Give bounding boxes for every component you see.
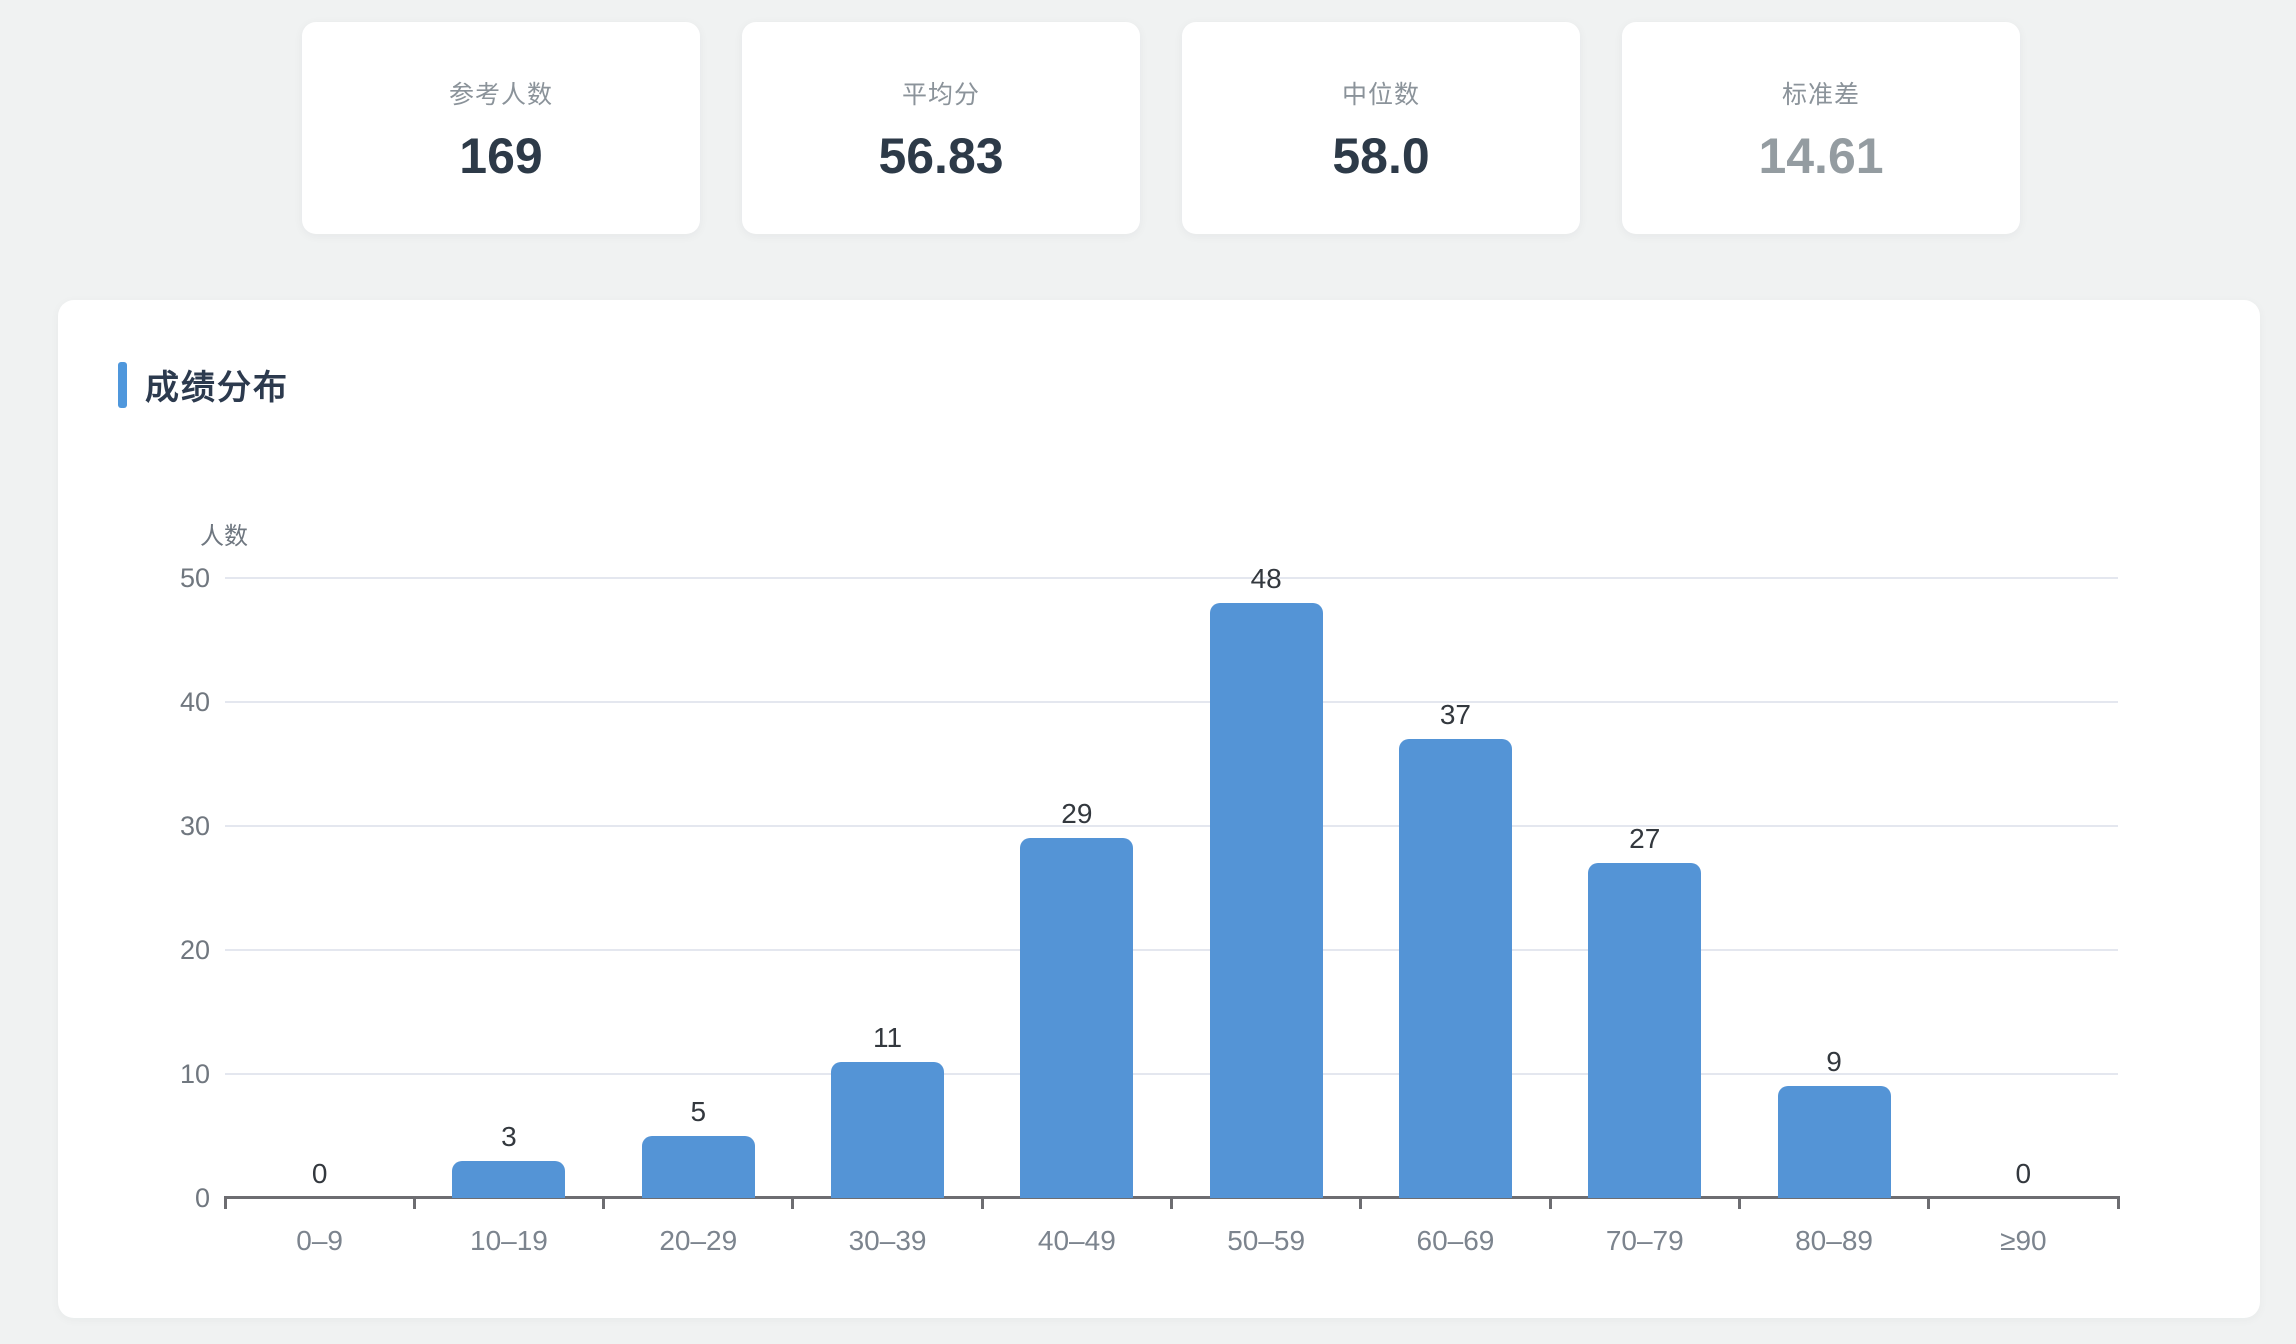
bar-30–39[interactable]: [831, 1061, 945, 1198]
gridline: [225, 1073, 2118, 1075]
bar-80–89[interactable]: [1777, 1086, 1891, 1198]
bar-value-label: 37: [1439, 699, 1472, 731]
x-axis-tick: [223, 1196, 227, 1209]
stat-card-value: 169: [459, 128, 543, 184]
stat-card: 中位数 58.0: [1182, 22, 1580, 234]
stat-card-value: 56.83: [878, 128, 1004, 184]
x-axis-tick: [1737, 1196, 1741, 1209]
x-axis-tick: [602, 1196, 606, 1209]
y-tick-label: 10: [179, 1059, 210, 1089]
stat-card-label: 平均分: [901, 81, 980, 109]
stat-card-value: 14.61: [1758, 128, 1884, 184]
stat-card-label: 中位数: [1341, 81, 1420, 109]
x-axis-tick: [1170, 1196, 1173, 1209]
y-tick-label: 20: [179, 935, 210, 965]
y-tick-label: 30: [179, 811, 210, 841]
x-axis-tick: [2116, 1196, 2120, 1209]
bar-50–59[interactable]: [1209, 602, 1323, 1198]
bar-value-label: 0: [2015, 1158, 2032, 1189]
x-tick-label: 20–29: [659, 1225, 738, 1256]
y-tick-label: 40: [179, 687, 210, 717]
gridline: [225, 949, 2118, 951]
x-tick-label: 60–69: [1416, 1225, 1495, 1256]
x-tick-label: 50–59: [1227, 1225, 1306, 1256]
x-axis-tick: [412, 1196, 416, 1209]
bar-value-label: 11: [873, 1021, 903, 1053]
y-tick-label: 50: [179, 563, 210, 593]
stat-card: 平均分 56.83: [742, 22, 1140, 234]
bar-10–19[interactable]: [452, 1160, 566, 1198]
bar-value-label: 27: [1629, 823, 1661, 855]
stat-card-label: 参考人数: [448, 81, 553, 109]
stats-row: 参考人数 169 平均分 56.83 中位数 58.0 标准差 14.61: [302, 22, 2020, 234]
bar-value-label: 3: [501, 1120, 517, 1152]
x-axis-tick: [1548, 1196, 1552, 1209]
x-tick-label: ≥90: [2000, 1225, 2047, 1256]
y-tick-label: 0: [194, 1183, 210, 1213]
bar-value-label: 5: [690, 1096, 707, 1127]
bar-value-label: 9: [1826, 1046, 1842, 1078]
bar-60–69[interactable]: [1398, 739, 1512, 1198]
x-tick-label: 80–89: [1795, 1225, 1873, 1256]
gridline: [225, 701, 2118, 703]
section-title: 成绩分布: [145, 369, 289, 407]
x-axis-tick: [980, 1196, 984, 1209]
bar-70–79[interactable]: [1588, 863, 1702, 1198]
x-tick-label: 0–9: [296, 1225, 343, 1256]
stat-card-value: 58.0: [1332, 128, 1430, 184]
stat-card: 参考人数 169: [302, 22, 700, 234]
bar-chart: 人数 0 10 20 30 40 50 0 0–9 3 10–19 5 20–29 11 30–39 29 4…: [58, 300, 2260, 1318]
bar-value-label: 0: [311, 1158, 328, 1189]
x-tick-label: 40–49: [1037, 1225, 1116, 1256]
x-tick-label: 70–79: [1605, 1225, 1684, 1256]
section-header: 成绩分布: [118, 360, 289, 409]
bar-40–49[interactable]: [1020, 838, 1134, 1198]
stat-card-label: 标准差: [1781, 81, 1860, 109]
bar-value-label: 29: [1061, 798, 1093, 830]
x-axis-tick: [1927, 1196, 1931, 1209]
gridline: [225, 577, 2118, 579]
x-tick-label: 10–19: [470, 1225, 548, 1256]
title-accent-bar: [118, 361, 127, 408]
y-axis-label: 人数: [200, 523, 248, 550]
bar-value-label: 48: [1250, 562, 1282, 594]
bar-20–29[interactable]: [641, 1136, 755, 1198]
x-axis-tick: [1359, 1196, 1363, 1209]
stat-card: 标准差 14.61: [1622, 22, 2020, 234]
x-tick-label: 30–39: [848, 1225, 927, 1256]
gridline: [225, 825, 2118, 827]
score-distribution-panel: 成绩分布 人数 0 10 20 30 40 50 0 0–9 3 10–19 5 20–29 11 30–…: [58, 300, 2260, 1318]
x-axis-tick: [791, 1196, 795, 1209]
